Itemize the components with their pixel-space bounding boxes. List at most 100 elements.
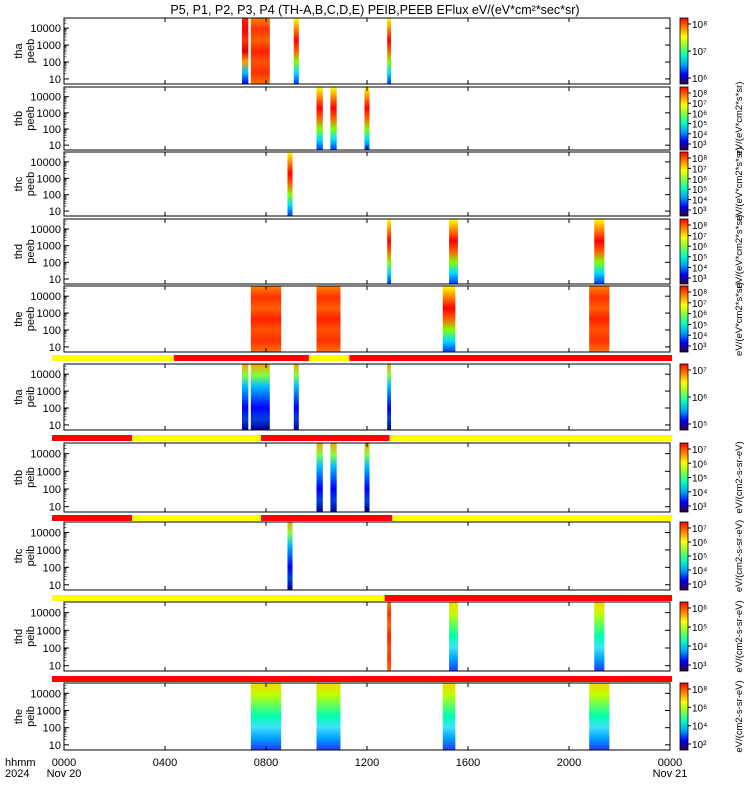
panel-y-label: tha [13,388,25,404]
colorbar-tick-label: 10⁵ [692,623,707,634]
colorbar-tick-label: 10⁶ [692,604,707,615]
y-tick-label: 100 [43,723,61,735]
mode-bar-segment [52,676,672,682]
y-tick-label: 10000 [30,688,61,700]
colorbar-tick-label: 10³ [692,661,707,672]
colorbar-tick-label: 10⁶ [692,109,707,120]
y-tick-label: 10000 [30,157,61,169]
mode-bar-segment [389,435,672,441]
y-tick-label: 100 [43,484,61,496]
colorbar-tick-label: 10³ [692,274,707,285]
y-tick-label: 100 [43,57,61,69]
mode-bar-segment [52,355,174,361]
panel-thd-peib: 10000 1000 100 10 thd peib 10⁶ 10⁵ 10⁴ 10³ eV/(cm2… [13,600,745,672]
colorbar-tick-label: 10⁶ [692,74,707,85]
colorbar-tick-label: 10³ [692,580,707,591]
y-tick-label: 1000 [37,466,61,478]
colorbar-tick-label: 10⁴ [692,196,707,207]
colorbar [679,218,689,285]
colorbar-tick-label: 10³ [692,502,707,513]
data-burst [316,87,323,150]
mode-bar [52,435,672,441]
mode-bar [52,676,672,682]
y-tick-label: 10000 [30,291,61,303]
figure-title: P5, P1, P2, P3, P4 (TH-A,B,C,D,E) PEIB,P… [170,3,579,17]
mode-bar-segment [52,435,133,441]
x-tick-label: 0000 [52,757,76,769]
colorbar-tick-label: 10⁵ [692,552,707,563]
x-date-label: Nov 21 [653,768,688,780]
data-burst [250,683,282,750]
colorbar-tick-label: 10⁶ [692,538,707,549]
colorbar-tick-label: 10⁴ [692,722,707,733]
panel-y-label: peib [25,626,37,647]
colorbar [679,521,689,591]
mode-bar-segment [173,355,309,361]
colorbar-tick-label: 10³ [692,140,707,151]
panel-frame [63,285,671,353]
y-tick-label: 100 [43,325,61,337]
panel-frame [63,218,671,285]
colorbar-tick-label: 10⁸ [692,288,707,299]
colorbar-unit-label: eV/(cm2-s-sr-eV) [734,520,745,592]
mode-bar-segment [52,595,385,601]
mode-bar-segment [132,435,261,441]
colorbar-tick-label: 10⁷ [692,445,707,456]
data-burst [589,683,610,750]
panel-y-label: thc [13,548,25,563]
colorbar-unit-label: eV/(cm2-s-sr-eV) [734,441,745,513]
x-tick-label: 0000 [658,757,682,769]
y-tick-label: 10000 [30,92,61,104]
colorbar-tick-label: 10⁵ [692,185,707,196]
y-tick-label: 10000 [30,23,61,35]
data-burst [449,602,458,671]
time-axis-year-label: 2024 [5,768,29,780]
colorbar-tick-label: 10⁷ [692,47,707,58]
panel-y-label: the [13,709,25,724]
data-burst [387,18,391,84]
y-tick-label: 10 [49,420,61,432]
panel-tha-peeb: 10000 1000 100 10 tha peeb 10⁸ 10⁷ 10⁶ [13,17,707,86]
data-burst [250,18,270,84]
y-tick-label: 10 [49,206,61,218]
colorbar-tick-label: 10² [692,740,707,751]
data-burst [442,286,456,352]
colorbar-tick-label: 10⁴ [692,566,707,577]
y-tick-label: 10000 [30,224,61,236]
y-tick-label: 1000 [37,40,61,52]
mode-bar [52,515,672,521]
y-tick-label: 10 [49,274,61,286]
data-burst [364,87,370,150]
colorbar-tick-label: 10⁵ [692,420,707,431]
panel-y-label: thb [13,111,25,126]
y-tick-label: 10 [49,342,61,354]
colorbar-tick-label: 10⁴ [692,263,707,274]
panel-y-label: peib [25,467,37,488]
y-tick-label: 10 [49,74,61,86]
colorbar-tick-label: 10⁶ [692,310,707,321]
colorbar-tick-label: 10⁸ [692,221,707,232]
colorbar-tick-label: 10⁸ [692,685,707,696]
panel-frame [63,17,671,85]
colorbar-tick-label: 10³ [692,342,707,353]
data-burst [250,286,282,352]
y-tick-label: 10 [49,580,61,592]
colorbar-tick-label: 10⁸ [692,154,707,165]
y-tick-label: 10000 [30,449,61,461]
panel-y-label: peib [25,706,37,727]
y-tick-label: 10000 [30,527,61,539]
y-tick-label: 1000 [37,625,61,637]
colorbar-unit-label: eV/(eV*cm2*s*sr) [734,282,745,356]
y-tick-label: 1000 [37,308,61,320]
panel-frame [63,682,671,751]
colorbar-tick-label: 10⁵ [692,120,707,131]
colorbar [679,601,689,672]
data-burst [387,219,391,284]
mode-bar-segment [52,515,133,521]
panel-y-label: thd [13,244,25,259]
colorbar-tick-label: 10⁸ [692,20,707,31]
